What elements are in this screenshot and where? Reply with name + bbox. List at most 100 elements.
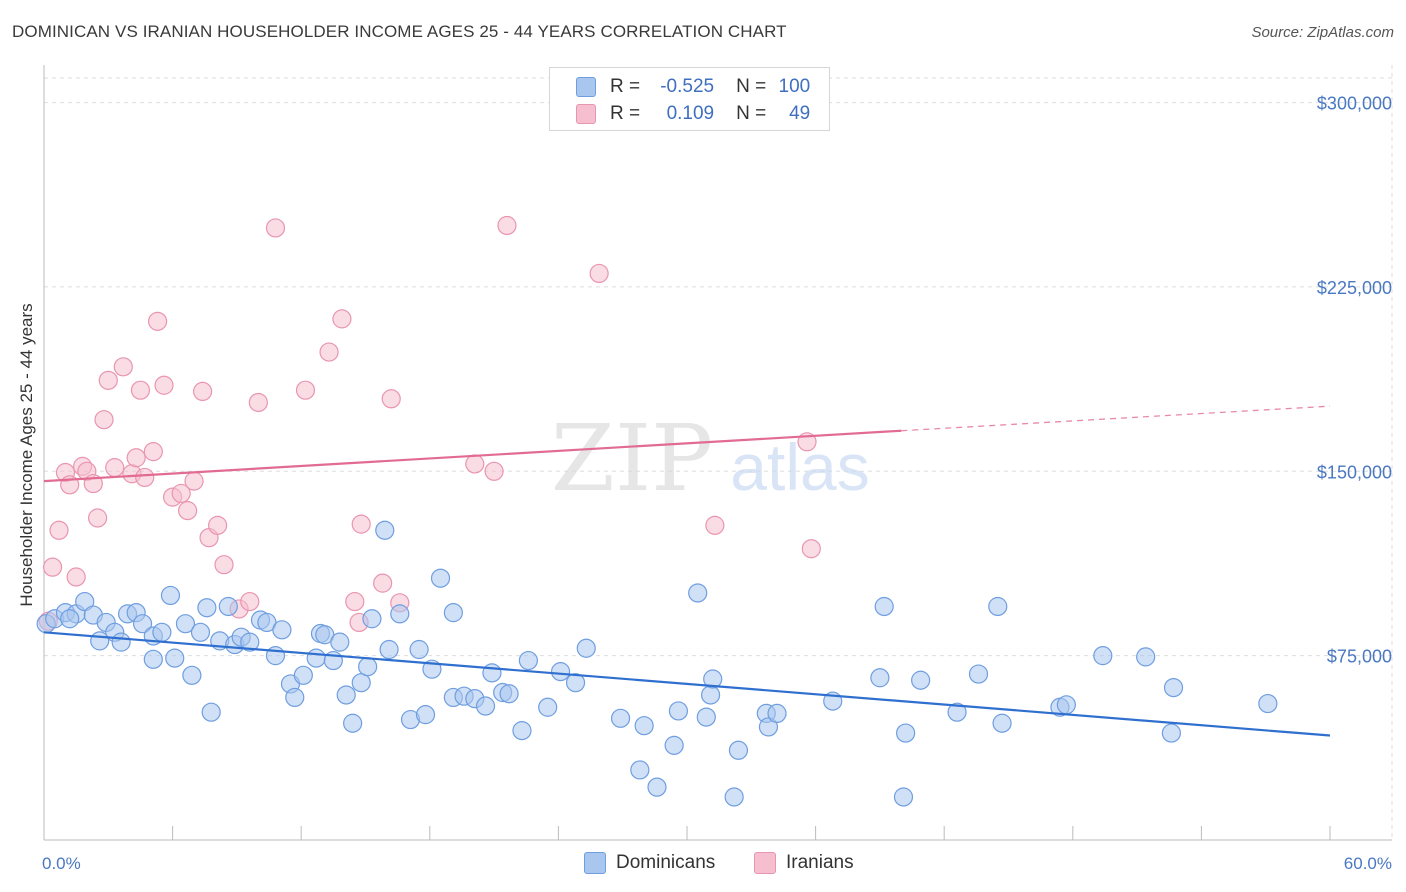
iranian-point bbox=[332, 309, 352, 329]
dominican-point bbox=[870, 668, 890, 688]
source-label: Source: ZipAtlas.com bbox=[1251, 24, 1394, 41]
iranian-point bbox=[42, 557, 63, 577]
y-tick-label: $75,000 bbox=[1327, 647, 1392, 667]
iranian-point bbox=[705, 515, 725, 535]
dominican-point bbox=[703, 669, 723, 689]
legend-item-dominicans: Dominicans bbox=[584, 852, 715, 874]
iranian-point bbox=[87, 508, 108, 528]
dominican-point bbox=[160, 585, 181, 606]
dominican-point bbox=[430, 568, 451, 588]
iranian-point bbox=[295, 380, 316, 400]
axes bbox=[43, 65, 1392, 841]
dominican-point bbox=[390, 604, 410, 624]
dominican-point bbox=[896, 723, 916, 743]
watermark: ZIP atlas bbox=[551, 405, 870, 512]
dominican-point bbox=[696, 707, 716, 727]
gridlines bbox=[44, 65, 1393, 840]
dominicans-trend-line bbox=[43, 631, 1331, 737]
legend-label-dominicans: Dominicans bbox=[616, 852, 716, 873]
iranian-point bbox=[193, 381, 213, 402]
legend-n-value: 100 bbox=[778, 76, 811, 97]
dominican-point bbox=[688, 583, 708, 603]
dominican-point bbox=[668, 701, 689, 721]
iranian-point bbox=[66, 567, 86, 587]
dominican-point bbox=[1258, 693, 1278, 714]
iranian-point bbox=[171, 483, 191, 504]
dominican-point bbox=[565, 673, 586, 693]
dominican-point bbox=[415, 705, 436, 725]
chart-title: DOMINICAN VS IRANIAN HOUSEHOLDER INCOME … bbox=[12, 22, 787, 41]
y-tick-label: $225,000 bbox=[1317, 278, 1392, 298]
dominican-point bbox=[306, 648, 326, 668]
x-tick-label-max: 60.0% bbox=[1344, 854, 1392, 873]
dominican-point bbox=[700, 685, 721, 705]
iranian-point bbox=[184, 471, 204, 491]
dominican-point bbox=[285, 687, 305, 708]
dominican-point bbox=[375, 520, 395, 540]
iranian-point bbox=[126, 448, 146, 468]
iranian-point bbox=[373, 573, 393, 593]
dominican-point bbox=[330, 632, 350, 652]
iranian-point bbox=[135, 467, 155, 488]
dominican-point bbox=[143, 649, 163, 669]
dominican-point bbox=[482, 663, 502, 683]
dominican-point bbox=[550, 662, 571, 682]
dominican-point bbox=[475, 696, 496, 716]
dominican-point bbox=[182, 665, 202, 685]
dominican-point bbox=[728, 740, 749, 760]
dominican-point bbox=[358, 657, 378, 677]
dominican-point bbox=[1161, 723, 1181, 743]
correlation-legend: R = -0.525 N = 100 R = 0.109 N = 49 bbox=[549, 67, 830, 131]
dominican-point bbox=[1056, 695, 1076, 715]
dominican-point bbox=[218, 596, 238, 617]
iranian-point bbox=[265, 218, 286, 238]
legend-row-iranians: R = 0.109 N = 49 bbox=[576, 101, 810, 127]
dominican-point bbox=[874, 596, 894, 617]
iranian-point bbox=[98, 370, 118, 390]
iranian-point bbox=[497, 215, 517, 236]
dominican-point bbox=[630, 760, 650, 780]
dominican-point bbox=[240, 632, 260, 652]
dominican-point bbox=[610, 708, 631, 728]
dominican-point bbox=[175, 614, 196, 634]
iranians-trend-line bbox=[43, 429, 902, 483]
dominican-point bbox=[152, 622, 172, 642]
legend-n-label: N = bbox=[736, 103, 767, 124]
dominican-point bbox=[893, 787, 914, 807]
iranian-point bbox=[381, 389, 401, 409]
iranian-point bbox=[178, 501, 198, 521]
dominican-point bbox=[576, 638, 596, 658]
legend-r-value: 0.109 bbox=[666, 103, 715, 124]
dominican-point bbox=[988, 596, 1008, 617]
dominican-point bbox=[362, 609, 382, 629]
dominican-point bbox=[518, 650, 538, 671]
dominican-point bbox=[664, 735, 684, 755]
iranian-point bbox=[484, 461, 504, 481]
legend-n-value: 49 bbox=[789, 103, 811, 124]
iranian-point bbox=[351, 514, 371, 534]
dominican-point bbox=[351, 673, 371, 693]
series-legend: Dominicans Iranians bbox=[0, 852, 1406, 876]
dominican-point bbox=[132, 614, 153, 634]
y-tick-label: $300,000 bbox=[1317, 94, 1392, 114]
iranian-point bbox=[49, 520, 69, 540]
dominican-point bbox=[512, 721, 532, 741]
iranian-point bbox=[240, 591, 260, 612]
dominican-point bbox=[201, 702, 221, 722]
iranian-point bbox=[94, 410, 114, 430]
dominican-point bbox=[947, 702, 967, 722]
iranian-point bbox=[319, 342, 339, 362]
legend-n-label: N = bbox=[736, 76, 767, 97]
dominican-point bbox=[197, 598, 217, 618]
iranian-point bbox=[147, 311, 168, 331]
dominican-point bbox=[538, 697, 558, 717]
iranian-point bbox=[113, 357, 133, 377]
dominican-point bbox=[379, 639, 399, 660]
dominican-point bbox=[992, 713, 1012, 733]
legend-swatch-dominicans bbox=[584, 852, 606, 874]
dominicans-points bbox=[36, 520, 1278, 807]
dominican-point bbox=[336, 685, 356, 705]
iranians-trend-extension bbox=[901, 405, 1331, 432]
dominican-point bbox=[75, 591, 95, 612]
